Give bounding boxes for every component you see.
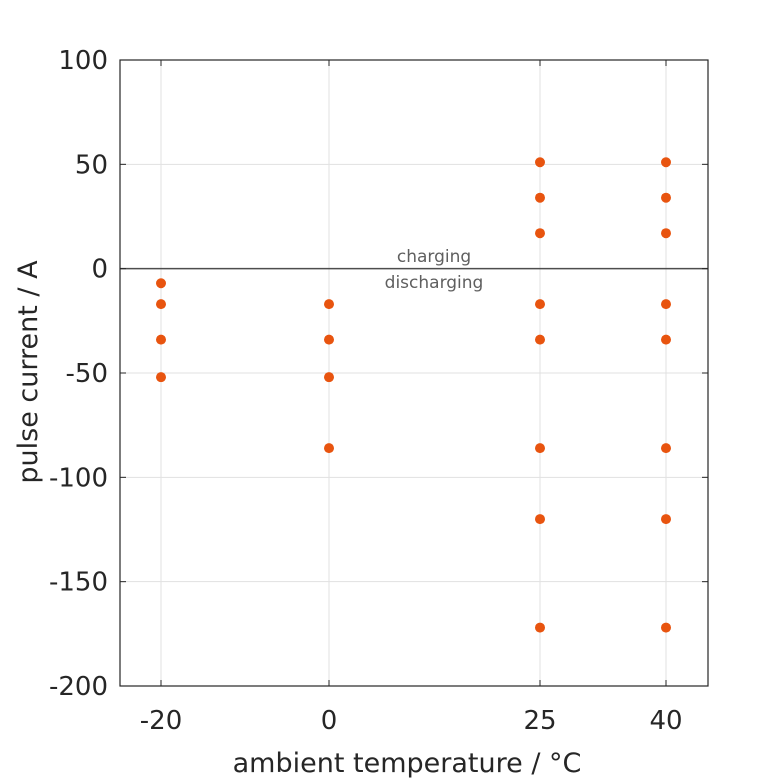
data-point <box>535 299 545 310</box>
data-point <box>535 514 545 525</box>
grid-lines <box>120 59 708 687</box>
data-point <box>661 157 671 168</box>
data-point <box>661 622 671 633</box>
plot-frame <box>119 59 709 687</box>
y-tick-label: -200 <box>49 672 108 702</box>
x-tick-label: 0 <box>321 706 338 736</box>
annotation-discharging: discharging <box>385 273 484 293</box>
data-point <box>661 228 671 239</box>
x-tick-label: 40 <box>649 706 682 736</box>
data-point <box>535 443 545 454</box>
data-points <box>156 157 671 633</box>
data-point <box>661 334 671 345</box>
data-point <box>324 443 334 454</box>
y-tick-label: 100 <box>58 46 108 76</box>
y-tick-label: -150 <box>49 568 108 598</box>
data-point <box>324 372 334 383</box>
data-point <box>535 192 545 203</box>
data-point <box>661 443 671 454</box>
annotation-charging: charging <box>397 247 471 267</box>
data-point <box>535 622 545 633</box>
x-tick-label: -20 <box>140 706 182 736</box>
data-point <box>156 299 166 310</box>
data-point <box>535 228 545 239</box>
data-point <box>324 299 334 310</box>
data-point <box>156 372 166 383</box>
x-tick-label: 25 <box>523 706 556 736</box>
data-point <box>156 278 166 289</box>
data-point <box>535 157 545 168</box>
data-point <box>324 334 334 345</box>
data-point <box>156 334 166 345</box>
x-axis-title: ambient temperature / °C <box>233 748 582 779</box>
data-point <box>661 192 671 203</box>
y-axis-title: pulse current / A <box>13 260 44 484</box>
data-point <box>535 334 545 345</box>
y-tick-label: -50 <box>66 359 108 389</box>
y-tick-label: 50 <box>75 150 108 180</box>
y-tick-label: 0 <box>91 255 108 285</box>
y-tick-label: -100 <box>49 463 108 493</box>
data-point <box>661 299 671 310</box>
data-point <box>661 514 671 525</box>
